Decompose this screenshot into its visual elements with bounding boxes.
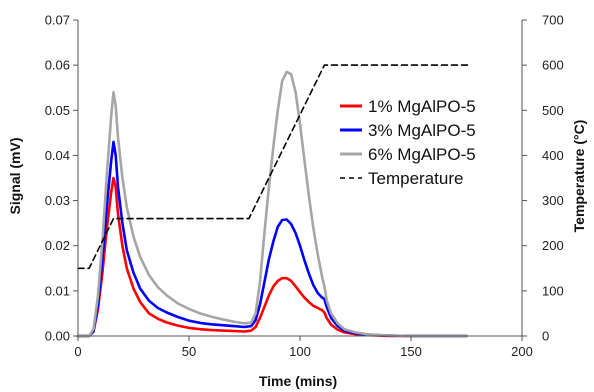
y-tick-label: 0.01 xyxy=(45,283,70,298)
legend-label-3-mgalpo-5: 3% MgAlPO-5 xyxy=(368,121,476,140)
x-tick-label: 100 xyxy=(289,344,311,359)
series-line-1-mgalpo-5 xyxy=(76,176,468,338)
y-tick-label: 0.05 xyxy=(45,103,70,118)
y2-tick-label: 100 xyxy=(542,283,564,298)
y2-tick-label: 0 xyxy=(542,329,549,344)
y-tick-label: 0.00 xyxy=(45,329,70,344)
legend-label-temperature: Temperature xyxy=(368,169,463,188)
legend: 1% MgAlPO-5 3% MgAlPO-5 6% MgAlPO-5 Tempera… xyxy=(340,97,476,188)
y-tick-label: 0.04 xyxy=(45,148,70,163)
plot-area xyxy=(76,64,472,338)
y-tick-label: 0.07 xyxy=(45,13,70,28)
axes: 0 50 100 150 200 0.00 0.01 0.02 0.03 0.04 0.05 0.06… xyxy=(45,13,564,360)
y2-tick-label: 500 xyxy=(542,103,564,118)
x-tick-label: 200 xyxy=(511,344,533,359)
series-line-3-mgalpo-5 xyxy=(76,140,468,338)
y2-tick-label: 700 xyxy=(542,13,564,28)
x-tick-label: 150 xyxy=(400,344,422,359)
y-axis-title: Signal (mV) xyxy=(7,137,23,214)
y2-tick-label: 400 xyxy=(542,148,564,163)
legend-label-6-mgalpo-5: 6% MgAlPO-5 xyxy=(368,145,476,164)
x-tick-label: 50 xyxy=(182,344,196,359)
y2-tick-label: 300 xyxy=(542,193,564,208)
series-line-temperature xyxy=(77,64,472,270)
y-tick-label: 0.03 xyxy=(45,193,70,208)
y2-tick-label: 200 xyxy=(542,238,564,253)
y2-tick-label: 600 xyxy=(542,58,564,73)
legend-label-1-mgalpo-5: 1% MgAlPO-5 xyxy=(368,97,476,116)
x-tick-label: 0 xyxy=(74,344,81,359)
y2-axis-title: Temperature (°C) xyxy=(571,120,587,233)
y-tick-label: 0.06 xyxy=(45,58,70,73)
x-axis-title: Time (mins) xyxy=(259,373,337,389)
y-tick-label: 0.02 xyxy=(45,238,70,253)
series-line-6-mgalpo-5 xyxy=(76,70,468,338)
